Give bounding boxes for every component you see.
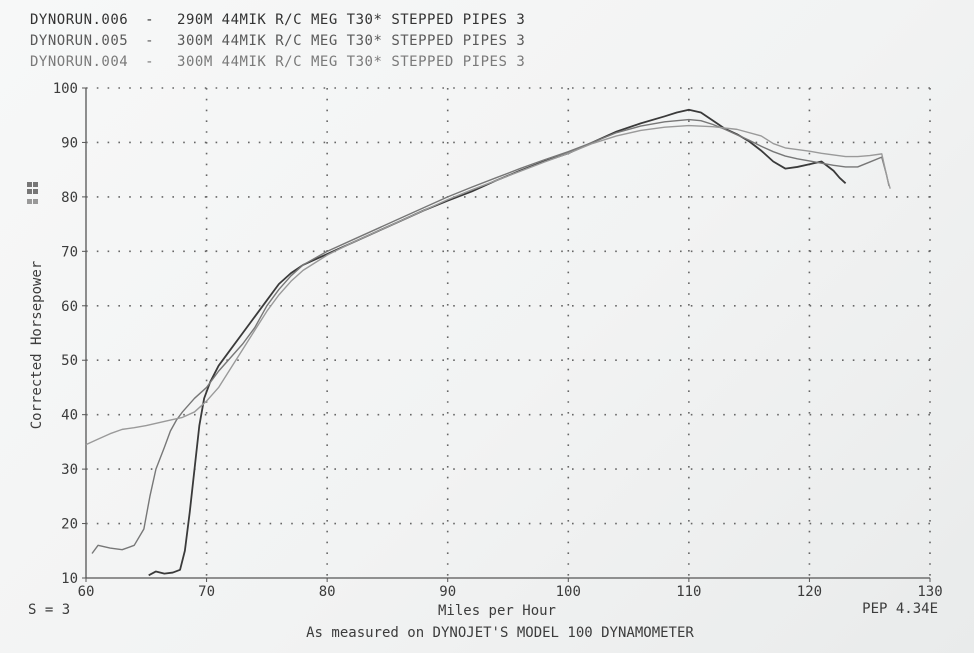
x-tick-label: 90 — [439, 584, 456, 600]
y-axis-label: Corrected Horsepower — [29, 261, 45, 430]
x-tick-label: 80 — [319, 584, 336, 600]
x-axis-label: Miles per Hour — [438, 603, 556, 619]
x-axis-ticks: 60 70 80 90 100 110 120 130 — [78, 578, 943, 600]
series-line-1 — [148, 108, 847, 577]
y-tick-label: 70 — [61, 244, 78, 260]
x-tick-label: 70 — [198, 584, 215, 600]
header-line-3: DYNORUN.004 - 300M 44MIK R/C MEG T30* ST… — [30, 54, 525, 70]
y-tick-label: 20 — [61, 517, 78, 533]
header-line-2: DYNORUN.005 - 300M 44MIK R/C MEG T30* ST… — [30, 33, 525, 49]
x-tick-label: 110 — [676, 584, 701, 600]
x-tick-label: 100 — [556, 584, 581, 600]
y-tick-label: 10 — [61, 571, 78, 587]
series-line-3 — [85, 124, 891, 446]
x-tick-label: 120 — [797, 584, 822, 600]
footer-caption: As measured on DYNOJET'S MODEL 100 DYNAM… — [306, 625, 694, 641]
grid — [86, 87, 931, 578]
y-tick-label: 60 — [61, 299, 78, 315]
y-axis-ticks: 10 20 30 40 50 60 70 80 90 100 — [53, 81, 86, 587]
footer-right: PEP 4.34E — [862, 601, 938, 617]
y-tick-label: 100 — [53, 81, 78, 97]
header-line-1: DYNORUN.006 - 290M 44MIK R/C MEG T30* ST… — [30, 12, 525, 28]
y-tick-label: 90 — [61, 135, 78, 151]
series-lines — [85, 108, 891, 577]
y-tick-label: 80 — [61, 190, 78, 206]
y-tick-label: 40 — [61, 408, 78, 424]
graph-marker-icon — [27, 182, 38, 204]
x-tick-label: 60 — [78, 584, 95, 600]
y-tick-label: 50 — [61, 353, 78, 369]
series-line-2 — [91, 118, 890, 554]
x-tick-label: 130 — [917, 584, 942, 600]
y-tick-label: 30 — [61, 462, 78, 478]
footer-left: S = 3 — [28, 602, 70, 618]
